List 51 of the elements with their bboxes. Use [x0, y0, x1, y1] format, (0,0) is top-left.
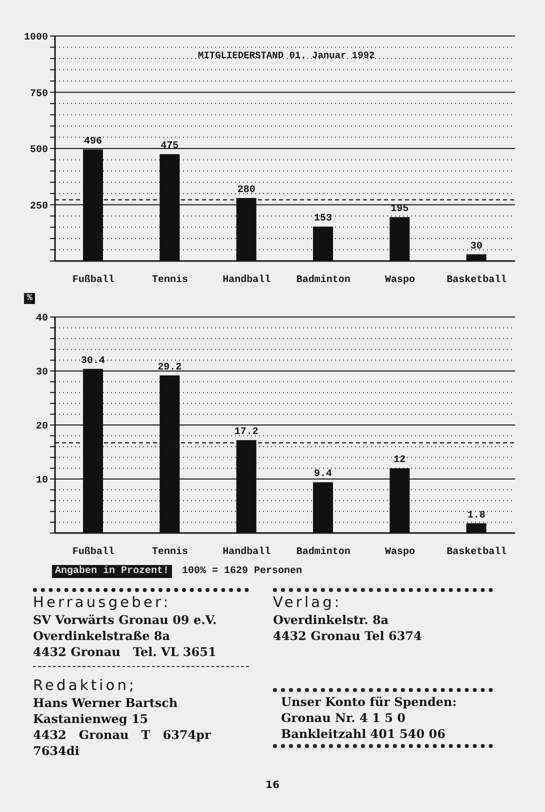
- y-tick-label: 40: [36, 314, 48, 325]
- text: 4432 Gronau Tel 6374: [273, 629, 422, 643]
- data-label: 12: [394, 455, 406, 466]
- y-tick-label: 500: [30, 145, 48, 156]
- x-tick-label: Handball: [222, 274, 271, 286]
- x-tick-label: Waspo: [384, 547, 416, 558]
- data-label: 30.4: [80, 356, 106, 367]
- text: 100% = 1629 Personen: [182, 566, 302, 577]
- y-tick-label: 20: [36, 422, 48, 433]
- data-label: 1.8: [467, 510, 486, 522]
- y-tick-label: 1000: [24, 32, 48, 44]
- x-tick-label: Tennis: [152, 274, 188, 286]
- data-label: 17.2: [234, 427, 258, 438]
- text: Overdinkelstraße 8a: [33, 629, 170, 643]
- text: Kastanienweg 15: [33, 712, 148, 726]
- x-tick-label: Fußball: [72, 546, 114, 558]
- x-tick-label: Handball: [222, 546, 271, 558]
- text: SV Vorwärts Gronau 09 e.V.: [33, 613, 217, 627]
- text: Bankleitzahl 401 540 06: [281, 727, 446, 741]
- data-label: 9.4: [314, 469, 332, 480]
- text: Hans Werner Bartsch: [33, 696, 178, 710]
- y-tick-label: 10: [36, 476, 48, 487]
- text: Redaktion;: [33, 678, 136, 694]
- y-tick-label: 30: [36, 368, 48, 379]
- text: 4432 Gronau T 6374pr: [33, 728, 211, 742]
- data-label: 280: [237, 185, 256, 196]
- x-tick-label: Tennis: [152, 546, 188, 558]
- data-label: 30: [470, 241, 482, 252]
- text: 7634di: [33, 744, 80, 758]
- text: Herrausgeber:: [33, 595, 171, 611]
- y-axis-title: %: [27, 293, 32, 303]
- text: Overdinkelstr. 8a: [273, 613, 389, 627]
- y-tick-label: 750: [30, 88, 48, 100]
- data-label: 496: [84, 136, 102, 148]
- y-tick-label: 250: [30, 201, 48, 212]
- x-tick-label: Badminton: [296, 546, 350, 558]
- text: Unser Konto für Spenden:: [281, 695, 457, 709]
- text: MITGLIEDERSTAND 01. Januar 1992: [198, 50, 375, 61]
- text: 16: [266, 780, 280, 791]
- text: 4432 Gronau Tel. VL 3651: [33, 645, 216, 659]
- x-tick-label: Fußball: [72, 274, 114, 286]
- x-tick-label: Basketball: [446, 546, 507, 558]
- text: Gronau Nr. 4 1 5 0: [281, 711, 406, 725]
- x-tick-label: Waspo: [384, 275, 416, 286]
- x-tick-label: Badminton: [296, 274, 350, 286]
- text: Angaben in Prozent!: [55, 566, 170, 577]
- data-label: 153: [314, 214, 332, 225]
- data-label: 475: [160, 141, 179, 152]
- text: Verlag:: [273, 595, 342, 611]
- data-label: 29.2: [158, 362, 182, 374]
- x-tick-label: Basketball: [446, 274, 507, 286]
